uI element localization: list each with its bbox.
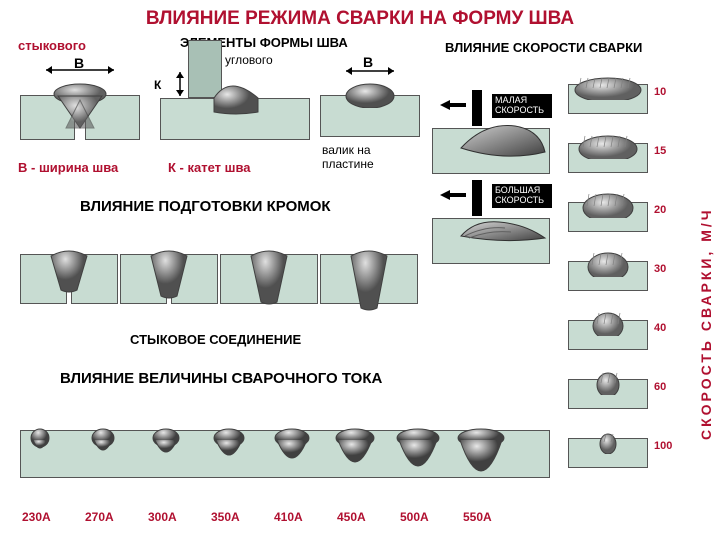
speed-value-60: 60 — [654, 381, 666, 393]
torch-1 — [472, 90, 482, 126]
edge-title: ВЛИЯНИЕ ПОДГОТОВКИ КРОМОК — [80, 198, 331, 215]
current-value-4: 410А — [274, 510, 303, 524]
bead-text: валик на пластине — [322, 143, 412, 172]
current-value-5: 450А — [337, 510, 366, 524]
speed-axis-label: СКОРОСТЬ СВАРКИ, М/Ч — [698, 120, 714, 440]
high-speed-bead — [455, 208, 550, 254]
main-title: ВЛИЯНИЕ РЕЖИМА СВАРКИ НА ФОРМУ ШВА — [120, 8, 600, 30]
arrow-left-2 — [438, 188, 468, 202]
speed-bead-10 — [573, 74, 643, 100]
k-def: К - катет шва — [168, 160, 251, 175]
current-bead-7 — [456, 426, 506, 504]
current-value-7: 550А — [463, 510, 492, 524]
current-bead-5 — [334, 426, 376, 486]
k-arrow — [170, 68, 190, 100]
edge-bead-2 — [247, 244, 291, 306]
current-value-3: 350А — [211, 510, 240, 524]
edge-bead-0 — [47, 244, 91, 294]
speed-bead-30 — [586, 249, 630, 277]
current-bead-4 — [273, 426, 311, 478]
butt-joint-title: СТЫКОВОЕ СОЕДИНЕНИЕ — [130, 332, 301, 347]
current-value-6: 500А — [400, 510, 429, 524]
butt-weld-bead — [50, 70, 110, 150]
current-value-0: 230А — [22, 510, 51, 524]
edge-bead-3 — [347, 244, 391, 312]
speed-bead-100 — [598, 430, 618, 454]
current-bead-6 — [395, 426, 441, 494]
speed-value-30: 30 — [654, 263, 666, 275]
edge-bead-1 — [147, 244, 191, 300]
speed-value-20: 20 — [654, 204, 666, 216]
b-label-2: В — [363, 54, 373, 70]
current-value-2: 300А — [148, 510, 177, 524]
low-speed-text: МАЛАЯ СКОРОСТЬ — [492, 94, 552, 118]
butt-label: стыкового — [18, 38, 86, 53]
speed-title: ВЛИЯНИЕ СКОРОСТИ СВАРКИ — [445, 40, 642, 55]
arrow-left-1 — [438, 98, 468, 112]
current-bead-2 — [151, 426, 181, 466]
k-label: К — [154, 78, 161, 92]
current-bead-1 — [90, 426, 116, 462]
b-def: В - ширина шва — [18, 160, 118, 175]
current-value-1: 270А — [85, 510, 114, 524]
speed-bead-40 — [591, 309, 625, 336]
speed-value-100: 100 — [654, 440, 672, 452]
current-title: ВЛИЯНИЕ ВЕЛИЧИНЫ СВАРОЧНОГО ТОКА — [60, 370, 382, 387]
current-bead-0 — [29, 426, 51, 458]
bead-on-plate — [344, 78, 396, 108]
b-label-1: В — [74, 55, 84, 71]
speed-bead-60 — [595, 369, 621, 395]
current-bead-3 — [212, 426, 246, 472]
speed-value-40: 40 — [654, 322, 666, 334]
speed-bead-15 — [577, 132, 639, 159]
speed-bead-20 — [581, 190, 635, 218]
corner-weld-bead — [210, 72, 270, 117]
speed-value-10: 10 — [654, 86, 666, 98]
corner-label: углового — [225, 53, 273, 67]
torch-2 — [472, 180, 482, 216]
low-speed-bead — [455, 118, 550, 164]
high-speed-text: БОЛЬШАЯ СКОРОСТЬ — [492, 184, 552, 208]
speed-value-15: 15 — [654, 145, 666, 157]
